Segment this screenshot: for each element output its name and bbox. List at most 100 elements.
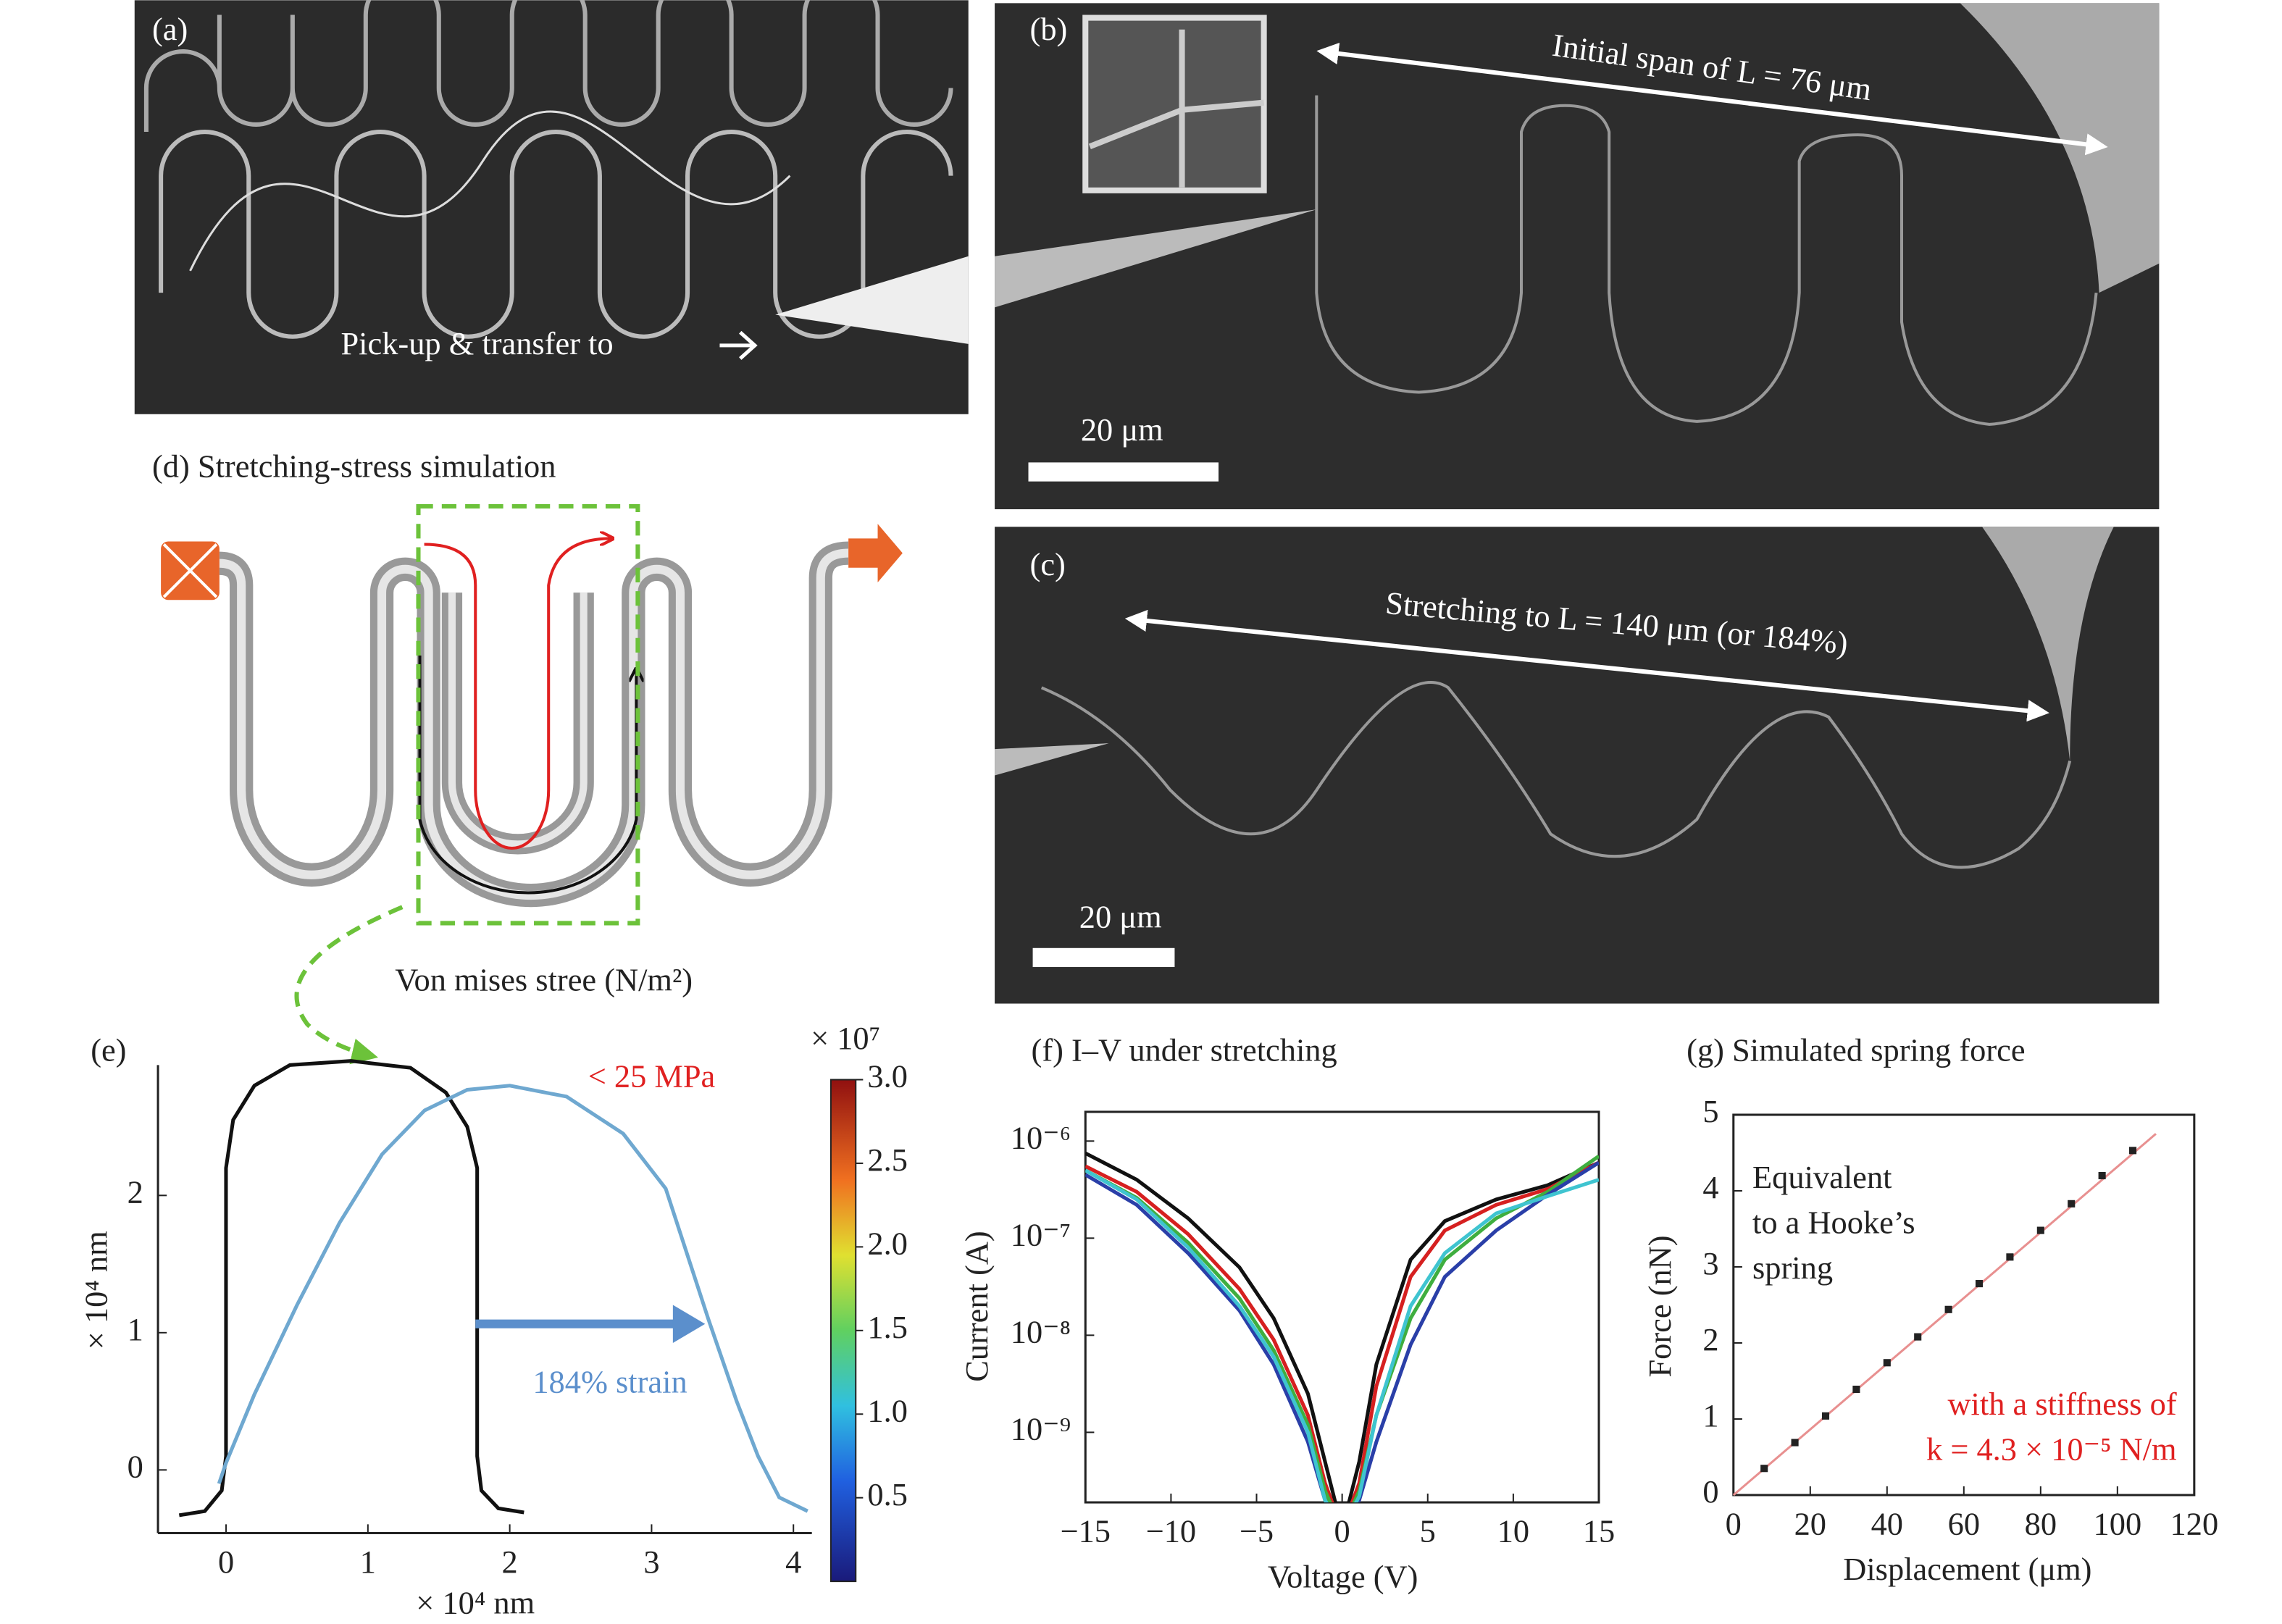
zoom-box <box>416 503 640 926</box>
caption: Von mises stree (N/m²) <box>395 961 693 997</box>
spring-highlight <box>219 548 849 900</box>
data-point <box>1791 1439 1799 1447</box>
data-point <box>2006 1253 2014 1261</box>
panel-c: (c) Stretching to L = 140 μm (or 184%) 2… <box>995 527 2160 1004</box>
colorbar-tick-label: 0.5 <box>867 1476 908 1512</box>
fixed-anchor-mark <box>162 543 218 598</box>
data-point <box>2098 1171 2106 1180</box>
data-line <box>1085 1168 1600 1503</box>
x-tick-label: 120 <box>2170 1506 2219 1542</box>
panel-b: (b) Initial span of L = 76 μm 20 μm <box>995 3 2160 510</box>
data-point <box>2128 1147 2137 1155</box>
data-point <box>2068 1200 2076 1207</box>
y-axis-label: Current (A) <box>958 1231 995 1381</box>
colorbar-tick-label: 1.0 <box>867 1392 908 1428</box>
x-tick-label: 3 <box>643 1544 659 1580</box>
panel-label: (c) <box>1030 546 1066 582</box>
nanowire <box>189 110 791 272</box>
y-tick-label: 10⁻⁶ <box>1011 1119 1071 1155</box>
probe-tip <box>1960 3 2160 293</box>
colorbar <box>829 1079 857 1583</box>
data-line <box>1085 1160 1600 1503</box>
data-point <box>1944 1305 1952 1313</box>
x-tick-label: 5 <box>1420 1513 1436 1549</box>
x-tick-label: 0 <box>1334 1513 1350 1549</box>
data-line <box>217 1084 808 1513</box>
zoom-arrow <box>294 905 404 1065</box>
x-tick-label: 80 <box>2025 1506 2057 1542</box>
chart-title: (e) <box>91 1031 126 1068</box>
panel-label: (a) <box>152 11 188 47</box>
plot-frame <box>1084 1110 1600 1504</box>
data-line <box>1085 1160 1600 1503</box>
strain-arrow-head <box>672 1305 706 1343</box>
y-tick-label: 0 <box>1702 1473 1718 1510</box>
x-tick-label: 2 <box>502 1544 518 1580</box>
scale-bar <box>1032 947 1175 968</box>
y-tick-label: 10⁻⁷ <box>1011 1217 1071 1253</box>
data-point <box>1852 1385 1860 1394</box>
annotation: spring <box>1752 1250 1833 1286</box>
x-tick-label: 0 <box>218 1544 234 1580</box>
x-tick-label: 60 <box>1948 1506 1980 1542</box>
x-tick-label: 40 <box>1871 1506 1903 1542</box>
y-tick-label: 10⁻⁹ <box>1011 1411 1071 1447</box>
x-tick-label: 0 <box>1726 1506 1742 1542</box>
data-point <box>1883 1359 1891 1367</box>
spring-tube <box>441 593 594 855</box>
caption: Pick-up & transfer to <box>340 325 613 361</box>
x-tick-label: −5 <box>1240 1513 1274 1549</box>
arrow <box>719 330 758 360</box>
x-axis-label: × 10⁴ nm <box>416 1585 535 1621</box>
span-arrow <box>1316 42 2108 156</box>
y-axis-label: × 10⁴ nm <box>78 1231 114 1349</box>
nanowire <box>1040 681 2072 869</box>
y-axis-label: Force (nN) <box>1642 1235 1678 1377</box>
scale-bar <box>1028 462 1219 482</box>
data-point <box>1975 1280 1984 1288</box>
y-tick-label: 0 <box>128 1449 143 1485</box>
y-tick-label: 1 <box>1702 1397 1718 1433</box>
y-tick-label: 5 <box>1702 1093 1718 1129</box>
panel-d: (d) Stretching-stress simulation Von mis… <box>152 448 903 1065</box>
panel-title: (d) Stretching-stress simulation <box>152 448 556 485</box>
x-tick-label: −10 <box>1146 1513 1196 1549</box>
x-tick-label: 1 <box>360 1544 376 1580</box>
scale-label: 20 μm <box>1079 899 1162 935</box>
colorbar-multiplier: × 10⁷ <box>811 1020 880 1056</box>
data-point <box>1760 1465 1768 1473</box>
span-arrow <box>1124 609 2049 722</box>
stress-path <box>424 538 611 850</box>
x-tick-label: 4 <box>785 1544 801 1580</box>
stress-path <box>418 655 637 895</box>
annotation: < 25 MPa <box>588 1058 716 1094</box>
micrograph <box>134 0 969 414</box>
colorbar-tick-label: 3.0 <box>867 1058 908 1094</box>
pull-arrow <box>848 524 903 582</box>
serpentine <box>159 130 953 339</box>
chart-title: (f) I–V under stretching <box>1032 1031 1337 1068</box>
data-line <box>1085 1151 1600 1503</box>
x-tick-label: 15 <box>1583 1513 1615 1549</box>
x-tick-label: −15 <box>1061 1513 1111 1549</box>
chart-title: (g) Simulated spring force <box>1687 1031 2025 1068</box>
data-line <box>1732 1133 2157 1497</box>
colorbar-tick-label: 2.5 <box>867 1142 908 1178</box>
panel-label: (b) <box>1030 11 1068 47</box>
nanowire <box>1315 95 2098 426</box>
data-point <box>2036 1226 2044 1234</box>
colorbar-tick-label: 1.5 <box>867 1309 908 1345</box>
plot-area <box>1085 1151 1600 1503</box>
scale-label: 20 μm <box>1081 411 1163 448</box>
x-axis-label: Displacement (μm) <box>1843 1551 2091 1587</box>
annotation: 184% strain <box>532 1364 687 1400</box>
micrograph <box>995 527 2160 1004</box>
annotation: with a stiffness of <box>1947 1386 2176 1422</box>
data-point <box>1821 1412 1830 1420</box>
data-point <box>1914 1333 1922 1341</box>
x-tick-label: 10 <box>1497 1513 1529 1549</box>
x-tick-label: 20 <box>1794 1506 1826 1542</box>
data-line <box>1085 1155 1600 1503</box>
